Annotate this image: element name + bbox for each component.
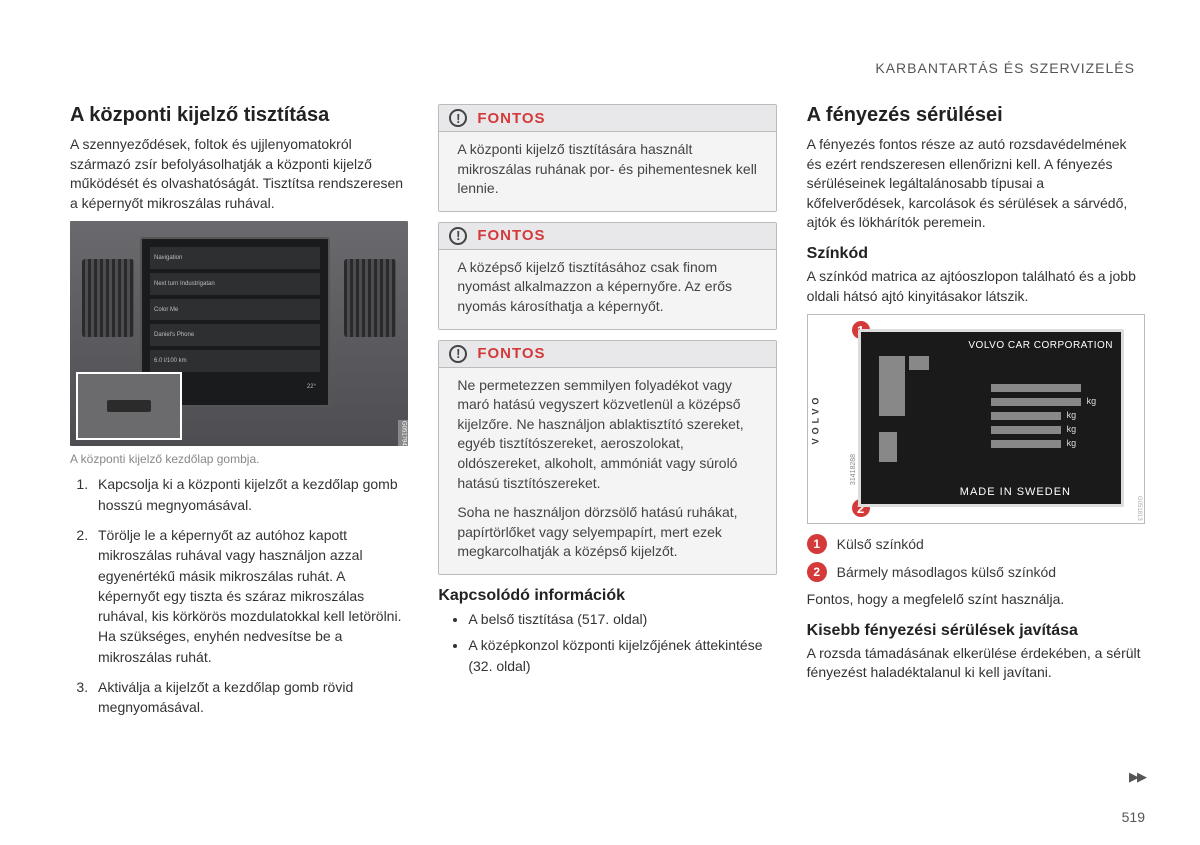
- kg-4: kg: [1067, 438, 1077, 448]
- label-bar-3: [879, 432, 897, 462]
- legend-row-1: 1 Külső színkód: [807, 534, 1145, 554]
- label-side-id: 31418288: [850, 454, 857, 485]
- label-img-id: G051813: [1136, 496, 1142, 521]
- warning-icon: !: [449, 227, 467, 245]
- corp-text: VOLVO CAR CORPORATION: [968, 340, 1113, 351]
- nav-label: Navigation: [154, 255, 182, 261]
- manual-page: KARBANTARTÁS ÉS SZERVIZELÉS A központi k…: [0, 0, 1200, 758]
- kg-2: kg: [1067, 410, 1077, 420]
- important-body-2: A középső kijelző tisztításához csak fin…: [439, 250, 775, 329]
- colour-note: Fontos, hogy a megfelelő színt használja…: [807, 590, 1145, 610]
- minor-damage-heading: Kisebb fényezési sérülések javítása: [807, 622, 1145, 640]
- center-display-photo: Navigation Next turn Industrigatan Color…: [70, 221, 408, 446]
- important-title-1: FONTOS: [477, 110, 545, 127]
- minor-damage-text: A rozsda támadásának elkerülése érdekébe…: [807, 644, 1145, 683]
- label-bar-5: [991, 398, 1081, 406]
- phone-text: Daniel's Phone: [154, 332, 194, 338]
- important-box-2: ! FONTOS A középső kijelző tisztításához…: [438, 222, 776, 330]
- content-columns: A központi kijelző tisztítása A szennyez…: [70, 104, 1145, 728]
- legend-num-1: 1: [807, 534, 827, 554]
- important-body-3a: Ne permetezzen semmilyen folyadékot vagy…: [457, 376, 757, 494]
- related-info-list: A belső tisztítása (517. oldal) A középk…: [438, 609, 776, 676]
- warning-icon: !: [449, 109, 467, 127]
- perf-text: 6.0 l/100 km: [154, 358, 187, 364]
- colour-code-text: A színkód matrica az ajtóoszlopon találh…: [807, 267, 1145, 306]
- photo-caption: A központi kijelző kezdőlap gombja.: [70, 452, 408, 466]
- col3-intro: A fényezés fontos része az autó rozsdavé…: [807, 135, 1145, 233]
- label-bar-8: [991, 440, 1061, 448]
- section-header: KARBANTARTÁS ÉS SZERVIZELÉS: [70, 60, 1145, 76]
- col3-title: A fényezés sérülései: [807, 104, 1145, 127]
- important-head-3: ! FONTOS: [439, 341, 775, 368]
- important-title-2: FONTOS: [477, 227, 545, 244]
- media-text: Color Me: [154, 307, 178, 313]
- important-title-3: FONTOS: [477, 345, 545, 362]
- colour-code-heading: Színkód: [807, 245, 1145, 263]
- important-body-3b: Soha ne használjon dörzsölő hatású ruhák…: [457, 503, 757, 562]
- vin-label-sticker: VOLVO CAR CORPORATION kg kg kg kg MADE I…: [858, 329, 1124, 507]
- colour-label-figure: 1 2 VOLVO VOLVO CAR CORPORATION kg kg kg: [807, 314, 1145, 524]
- screen-row-media: Color Me: [150, 299, 320, 321]
- related-2: A középkonzol központi kijelzőjének átte…: [468, 635, 776, 676]
- screen-row-phone: Daniel's Phone: [150, 324, 320, 346]
- important-body-1: A központi kijelző tisztítására használt…: [439, 132, 775, 211]
- label-bar-2: [909, 356, 929, 370]
- made-in-text: MADE IN SWEDEN: [960, 486, 1071, 498]
- volvo-vertical-text: VOLVO: [810, 394, 820, 445]
- label-bar-4: [991, 384, 1081, 392]
- vent-right: [344, 259, 396, 337]
- col1-intro: A szennyeződések, foltok és ujjlenyomato…: [70, 135, 408, 213]
- screen-row-nav2: Next turn Industrigatan: [150, 273, 320, 295]
- nav-text: Next turn Industrigatan: [154, 281, 215, 287]
- screen-row-perf: 6.0 l/100 km: [150, 350, 320, 372]
- temp-text: 22°: [307, 384, 316, 390]
- important-head-1: ! FONTOS: [439, 105, 775, 132]
- step-1: Kapcsolja ki a központi kijelzőt a kezdő…: [92, 474, 408, 515]
- important-box-3: ! FONTOS Ne permetezzen semmilyen folyad…: [438, 340, 776, 575]
- screen-row-nav: Navigation: [150, 247, 320, 269]
- legend-text-2: Bármely másodlagos külső színkód: [837, 564, 1056, 580]
- legend-text-1: Külső színkód: [837, 536, 924, 552]
- label-bar-1: [879, 356, 905, 416]
- continue-indicator: ▶▶: [1129, 769, 1145, 785]
- vent-left: [82, 259, 134, 337]
- column-2: ! FONTOS A központi kijelző tisztítására…: [438, 104, 776, 728]
- col1-title: A központi kijelző tisztítása: [70, 104, 408, 127]
- label-bar-6: [991, 412, 1061, 420]
- warning-icon: !: [449, 345, 467, 363]
- legend-num-2: 2: [807, 562, 827, 582]
- important-head-2: ! FONTOS: [439, 223, 775, 250]
- kg-1: kg: [1087, 396, 1097, 406]
- photo-id-label: G051794: [398, 420, 408, 447]
- column-1: A központi kijelző tisztítása A szennyez…: [70, 104, 408, 728]
- home-button-callout: [76, 372, 182, 440]
- legend-row-2: 2 Bármely másodlagos külső színkód: [807, 562, 1145, 582]
- page-number: 519: [1122, 809, 1145, 825]
- important-body-3: Ne permetezzen semmilyen folyadékot vagy…: [439, 368, 775, 574]
- column-3: A fényezés sérülései A fényezés fontos r…: [807, 104, 1145, 728]
- step-3: Aktiválja a kijelzőt a kezdőlap gomb röv…: [92, 677, 408, 718]
- kg-3: kg: [1067, 424, 1077, 434]
- related-1: A belső tisztítása (517. oldal): [468, 609, 776, 629]
- step-2: Törölje le a képernyőt az autóhoz kapott…: [92, 525, 408, 667]
- label-bar-7: [991, 426, 1061, 434]
- important-box-1: ! FONTOS A központi kijelző tisztítására…: [438, 104, 776, 212]
- related-info-title: Kapcsolódó információk: [438, 587, 776, 605]
- cleaning-steps: Kapcsolja ki a központi kijelzőt a kezdő…: [70, 474, 408, 717]
